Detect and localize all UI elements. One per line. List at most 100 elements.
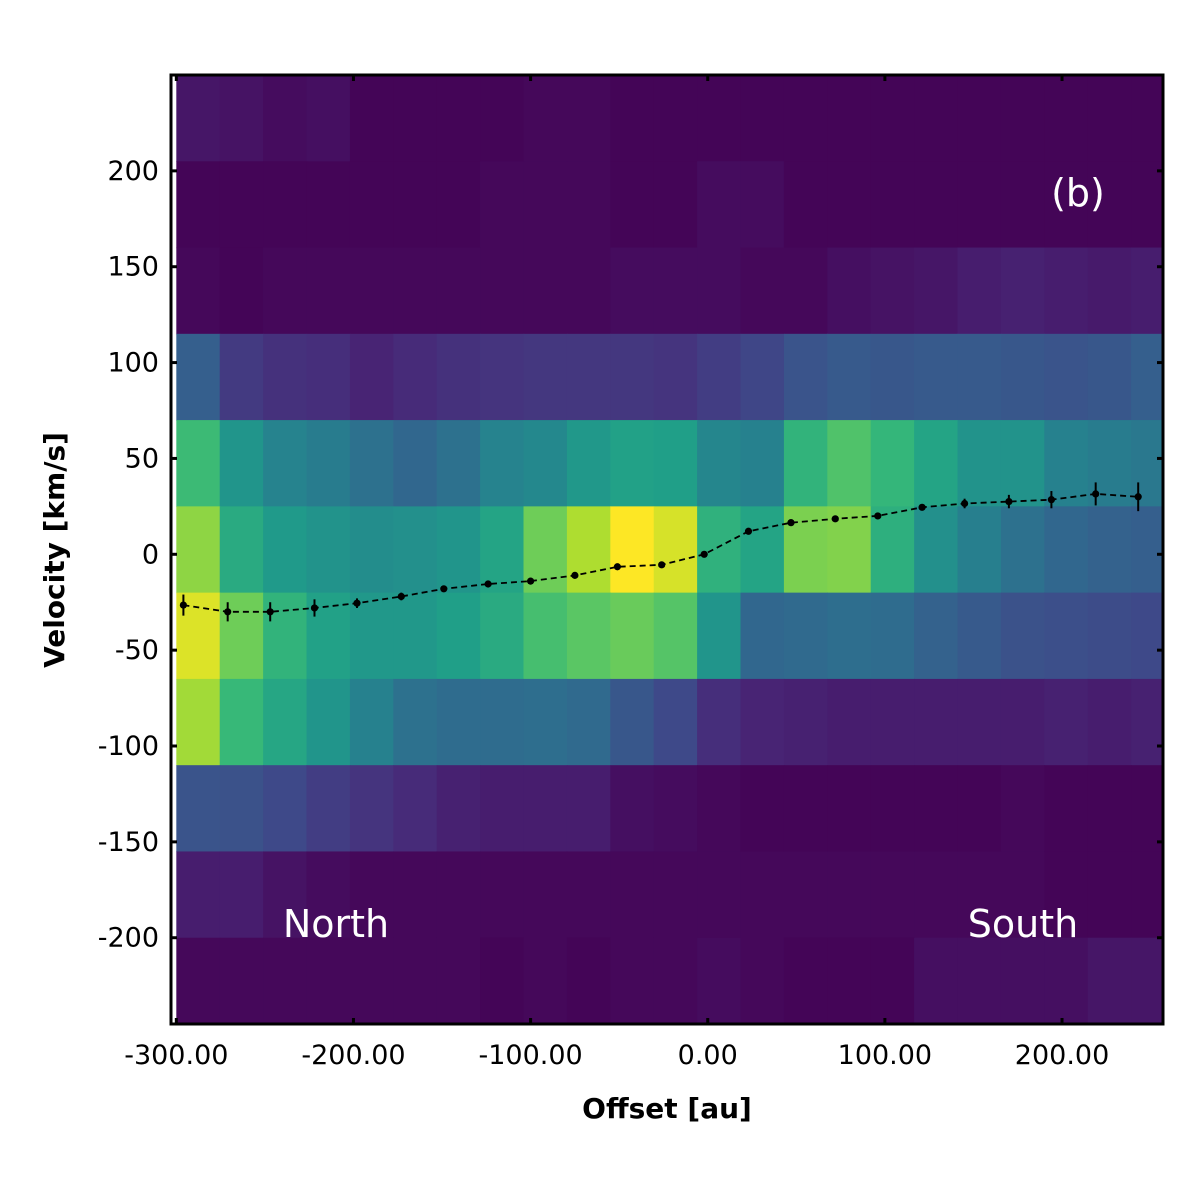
heatmap-cell <box>740 678 785 766</box>
heatmap-cell <box>393 592 438 680</box>
heatmap-cell <box>176 506 221 594</box>
x-tick-label: 0.00 <box>678 1040 738 1071</box>
heatmap-cell <box>697 937 742 1024</box>
heatmap-cell <box>783 333 828 421</box>
heatmap-cell <box>740 765 785 853</box>
heatmap-cell <box>740 161 785 249</box>
x-axis-title: Offset [au] <box>582 1092 752 1125</box>
heatmap-cell <box>1044 333 1089 421</box>
heatmap-cell <box>870 161 915 249</box>
heatmap-cell <box>957 851 1002 939</box>
heatmap-cell <box>697 592 742 680</box>
heatmap-cell <box>523 420 568 507</box>
heatmap-cell <box>827 333 872 421</box>
heatmap-cell <box>827 765 872 853</box>
panel-label: (b) <box>1051 171 1105 215</box>
heatmap-cell <box>436 506 481 594</box>
y-tick-label: 50 <box>125 443 159 474</box>
heatmap-cell <box>783 765 828 853</box>
heatmap-cell <box>827 592 872 680</box>
heatmap-cell <box>1044 765 1089 853</box>
heatmap-cell <box>610 851 655 939</box>
heatmap-cell <box>740 937 785 1024</box>
heatmap-cell <box>1044 247 1089 335</box>
heatmap-cell <box>349 161 394 249</box>
heatmap-cell <box>827 420 872 507</box>
heatmap-cell <box>523 247 568 335</box>
y-axis-title: Velocity [km/s] <box>38 432 71 668</box>
heatmap-cell <box>480 851 525 939</box>
heatmap-cell <box>263 937 308 1024</box>
heatmap-cell <box>957 506 1002 594</box>
heatmap-cell <box>306 161 351 249</box>
heatmap-cell <box>393 75 438 162</box>
heatmap-cell <box>610 420 655 507</box>
heatmap-cell <box>1044 678 1089 766</box>
heatmap-cell <box>1131 678 1163 766</box>
heatmap-cell <box>783 678 828 766</box>
heatmap-cell <box>1044 937 1089 1024</box>
heatmap-cell <box>306 506 351 594</box>
heatmap-cell <box>697 765 742 853</box>
heatmap-cell <box>870 247 915 335</box>
heatmap-cell <box>740 75 785 162</box>
heatmap-cell <box>914 75 959 162</box>
heatmap-cell <box>610 247 655 335</box>
heatmap-cell <box>566 161 611 249</box>
data-point <box>613 563 622 571</box>
heatmap-cell <box>219 420 264 507</box>
data-point <box>831 515 839 523</box>
heatmap-cell <box>914 161 959 249</box>
heatmap-cell <box>480 247 525 335</box>
heatmap-cell <box>393 765 438 853</box>
heatmap-cell <box>480 678 525 766</box>
heatmap-cell <box>393 678 438 766</box>
heatmap-cell <box>914 765 959 853</box>
heatmap-cell <box>610 161 655 249</box>
data-point <box>787 519 795 527</box>
heatmap-cell <box>610 333 655 421</box>
heatmap-cell <box>393 851 438 939</box>
heatmap-cell <box>523 765 568 853</box>
heatmap-cell <box>219 765 264 853</box>
heatmap-cell <box>870 506 915 594</box>
data-point <box>484 580 492 588</box>
y-tick-label: -100 <box>98 731 159 762</box>
heatmap-cell <box>263 75 308 162</box>
heatmap-cell <box>783 247 828 335</box>
heatmap-cell <box>1000 75 1045 162</box>
heatmap-cell <box>827 851 872 939</box>
heatmap-cell <box>176 765 221 853</box>
heatmap-cell <box>306 247 351 335</box>
heatmap-cell <box>393 333 438 421</box>
y-tick-label: 150 <box>107 252 159 283</box>
data-point <box>700 550 708 558</box>
heatmap-cell <box>523 161 568 249</box>
heatmap-cell <box>1000 678 1045 766</box>
heatmap-cell <box>957 765 1002 853</box>
heatmap-cell <box>1000 937 1045 1024</box>
heatmap-cell <box>697 333 742 421</box>
heatmap-cell <box>349 333 394 421</box>
heatmap-cell <box>436 420 481 507</box>
heatmap-cell <box>176 851 221 939</box>
heatmap-cell <box>697 506 742 594</box>
heatmap-cell <box>436 161 481 249</box>
heatmap-cell <box>306 420 351 507</box>
heatmap-cell <box>480 420 525 507</box>
heatmap-cell <box>349 247 394 335</box>
annotation-north: North <box>283 902 389 946</box>
heatmap-cell <box>827 678 872 766</box>
heatmap-cell <box>653 333 698 421</box>
heatmap-cell <box>783 592 828 680</box>
heatmap-cell <box>783 75 828 162</box>
heatmap-cell <box>436 851 481 939</box>
y-tick-label: -150 <box>98 827 159 858</box>
heatmap-cell <box>957 247 1002 335</box>
heatmap-cell <box>263 161 308 249</box>
heatmap-cell <box>349 506 394 594</box>
heatmap-cell <box>1131 333 1163 421</box>
heatmap-cell <box>219 851 264 939</box>
heatmap-cell <box>349 851 394 939</box>
